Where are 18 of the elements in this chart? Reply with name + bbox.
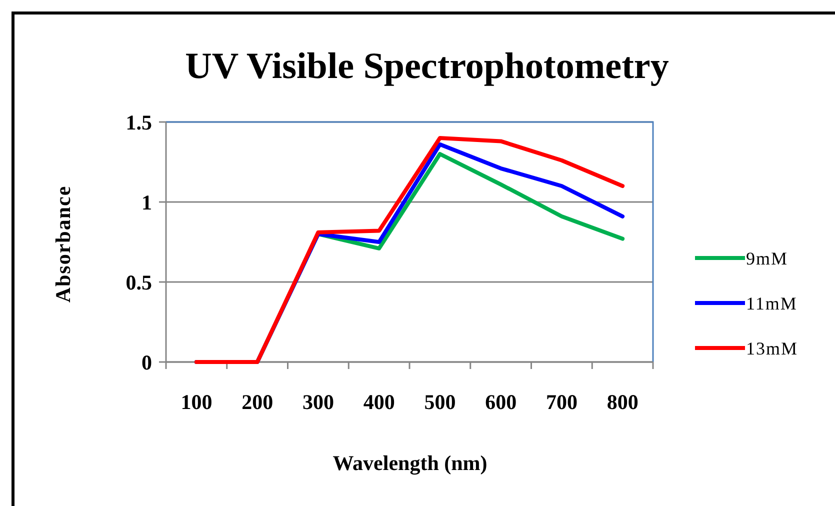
y-tick-label: 0 <box>142 350 152 374</box>
y-tick-label: 1.5 <box>126 110 152 134</box>
x-tick-label: 800 <box>606 390 638 414</box>
x-tick-label: 300 <box>302 390 334 414</box>
x-tick-label: 600 <box>485 390 517 414</box>
x-tick-label: 200 <box>242 390 274 414</box>
y-tick-label: 1 <box>142 190 152 214</box>
x-tick-label: 100 <box>180 390 212 414</box>
x-tick-label: 400 <box>363 390 395 414</box>
y-tick-label: 0.5 <box>126 270 152 294</box>
x-axis-title: Wavelength (nm) <box>332 451 488 475</box>
chart-title: UV Visible Spectrophotometry <box>185 46 670 87</box>
legend-label: 9mM <box>746 248 788 268</box>
x-tick-label: 700 <box>546 390 578 414</box>
legend-label: 11mM <box>746 293 798 314</box>
x-tick-label: 500 <box>424 390 456 414</box>
legend-label: 13mM <box>746 338 798 358</box>
y-axis-title: Absorbance <box>51 185 75 303</box>
